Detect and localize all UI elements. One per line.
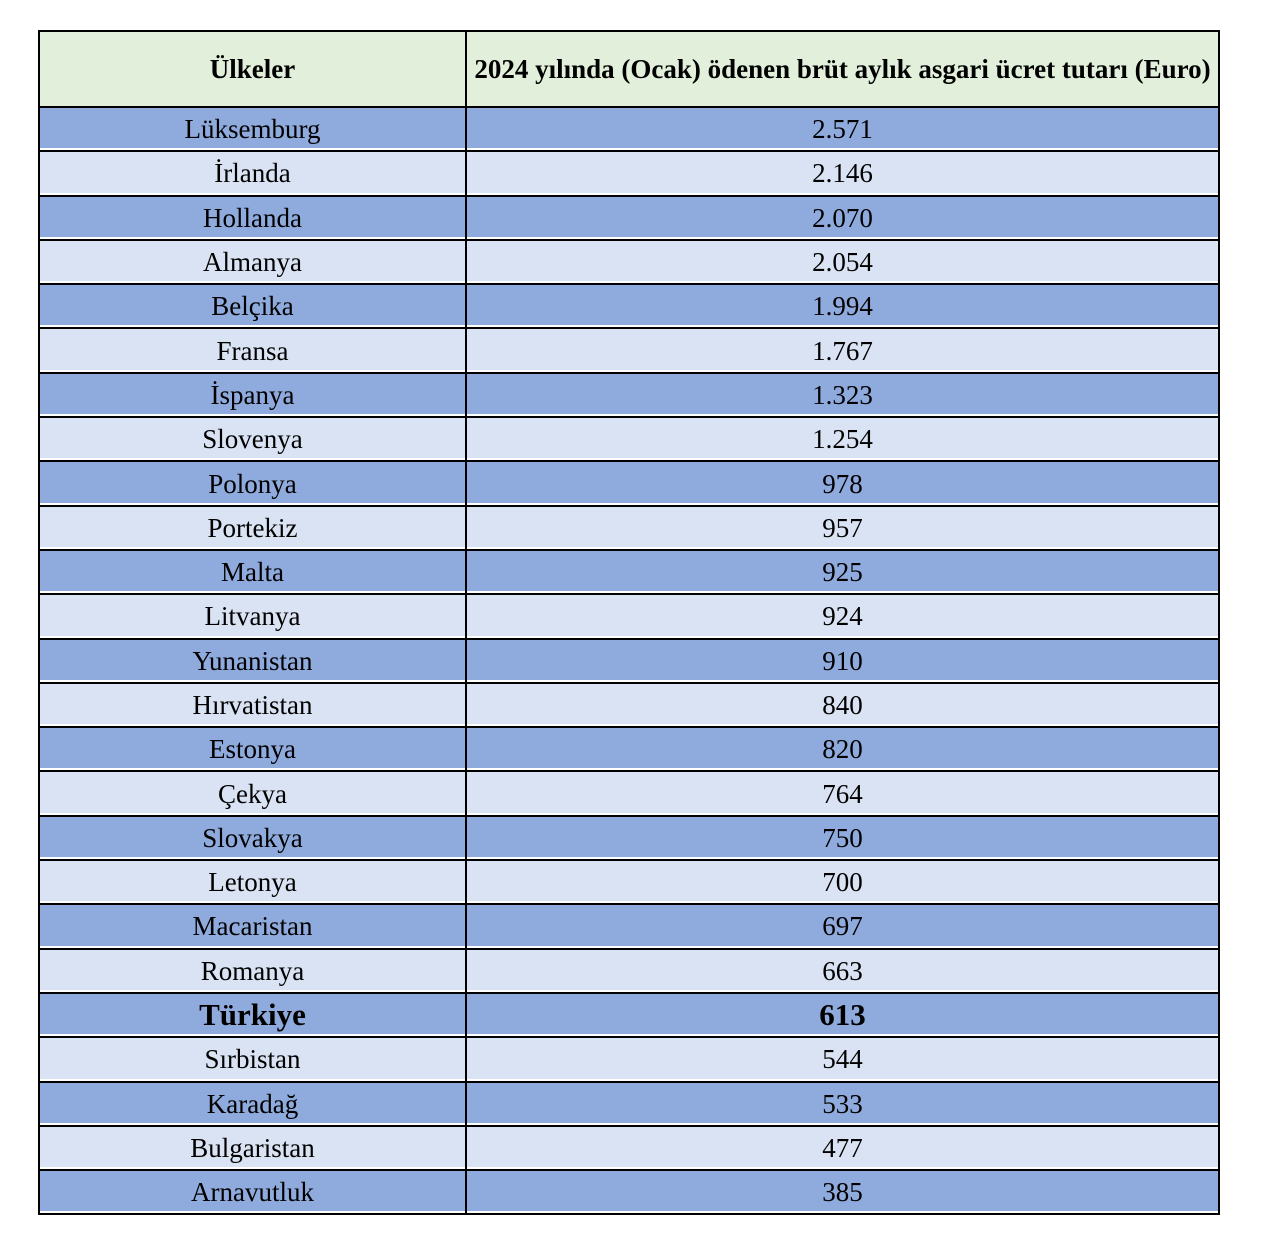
wage-cell: 663	[465, 947, 1220, 994]
table-row: Belçika 1.994	[38, 283, 1220, 330]
country-cell: Romanya	[38, 947, 467, 994]
country-cell: Türkiye	[38, 991, 467, 1039]
table-row: Polonya 978	[38, 460, 1220, 507]
wage-cell: 613	[465, 991, 1220, 1039]
table-row: Bulgaristan 477	[38, 1124, 1220, 1172]
country-cell: Hollanda	[38, 194, 467, 241]
wage-cell: 2.571	[465, 105, 1220, 153]
country-cell: Yunanistan	[38, 637, 467, 684]
country-cell: Karadağ	[38, 1080, 467, 1127]
country-cell: Portekiz	[38, 504, 467, 551]
header-countries: Ülkeler	[38, 30, 467, 108]
country-cell: Almanya	[38, 238, 467, 286]
wage-cell: 910	[465, 637, 1220, 684]
wage-cell: 2.054	[465, 238, 1220, 286]
country-cell: Belçika	[38, 283, 467, 330]
wage-cell: 544	[465, 1036, 1220, 1083]
table-row: Romanya 663	[38, 947, 1220, 994]
table-row: Litvanya 924	[38, 593, 1220, 640]
wage-cell: 697	[465, 903, 1220, 950]
country-cell: İrlanda	[38, 150, 467, 197]
country-cell: Estonya	[38, 726, 467, 773]
table-row: Karadağ 533	[38, 1080, 1220, 1127]
header-row: Ülkeler 2024 yılında (Ocak) ödenen brüt …	[38, 30, 1220, 108]
table-row: Macaristan 697	[38, 903, 1220, 950]
wage-cell: 2.070	[465, 194, 1220, 241]
country-cell: Slovenya	[38, 416, 467, 463]
table-row: Portekiz 957	[38, 504, 1220, 551]
country-cell: Lüksemburg	[38, 105, 467, 153]
table-body: Lüksemburg 2.571 İrlanda 2.146 Hollanda 2.070…	[38, 105, 1220, 1216]
table-row: Estonya 820	[38, 726, 1220, 773]
country-cell: Sırbistan	[38, 1036, 467, 1083]
country-cell: Litvanya	[38, 593, 467, 640]
table-row: Türkiye 613	[38, 991, 1220, 1039]
wage-cell: 840	[465, 681, 1220, 729]
wage-cell: 1.254	[465, 416, 1220, 463]
table-row: Hırvatistan 840	[38, 681, 1220, 729]
country-cell: Bulgaristan	[38, 1124, 467, 1172]
country-cell: Letonya	[38, 859, 467, 906]
wage-cell: 1.994	[465, 283, 1220, 330]
table-row: Sırbistan 544	[38, 1036, 1220, 1083]
header-minimum-wage: 2024 yılında (Ocak) ödenen brüt aylık as…	[465, 30, 1220, 108]
wage-cell: 477	[465, 1124, 1220, 1172]
table-row: Slovenya 1.254	[38, 416, 1220, 463]
country-cell: Malta	[38, 548, 467, 596]
wage-cell: 533	[465, 1080, 1220, 1127]
table-row: Almanya 2.054	[38, 238, 1220, 286]
wage-cell: 924	[465, 593, 1220, 640]
minimum-wage-table: Ülkeler 2024 yılında (Ocak) ödenen brüt …	[38, 30, 1220, 1216]
country-cell: İspanya	[38, 371, 467, 419]
wage-cell: 1.767	[465, 327, 1220, 374]
table-row: Letonya 700	[38, 859, 1220, 906]
table-row: Çekya 764	[38, 770, 1220, 817]
country-cell: Arnavutluk	[38, 1169, 467, 1216]
wage-cell: 820	[465, 726, 1220, 773]
country-cell: Çekya	[38, 770, 467, 817]
wage-cell: 700	[465, 859, 1220, 906]
table-row: İrlanda 2.146	[38, 150, 1220, 197]
wage-cell: 750	[465, 814, 1220, 862]
table-row: İspanya 1.323	[38, 371, 1220, 419]
table-row: Malta 925	[38, 548, 1220, 596]
wage-cell: 385	[465, 1169, 1220, 1216]
country-cell: Hırvatistan	[38, 681, 467, 729]
table-row: Lüksemburg 2.571	[38, 105, 1220, 153]
country-cell: Fransa	[38, 327, 467, 374]
country-cell: Polonya	[38, 460, 467, 507]
table-row: Arnavutluk 385	[38, 1169, 1220, 1216]
country-cell: Macaristan	[38, 903, 467, 950]
wage-cell: 925	[465, 548, 1220, 596]
wage-cell: 2.146	[465, 150, 1220, 197]
wage-cell: 978	[465, 460, 1220, 507]
wage-cell: 957	[465, 504, 1220, 551]
wage-cell: 1.323	[465, 371, 1220, 419]
country-cell: Slovakya	[38, 814, 467, 862]
wage-cell: 764	[465, 770, 1220, 817]
table-row: Hollanda 2.070	[38, 194, 1220, 241]
table-row: Yunanistan 910	[38, 637, 1220, 684]
table-row: Fransa 1.767	[38, 327, 1220, 374]
table-row: Slovakya 750	[38, 814, 1220, 862]
